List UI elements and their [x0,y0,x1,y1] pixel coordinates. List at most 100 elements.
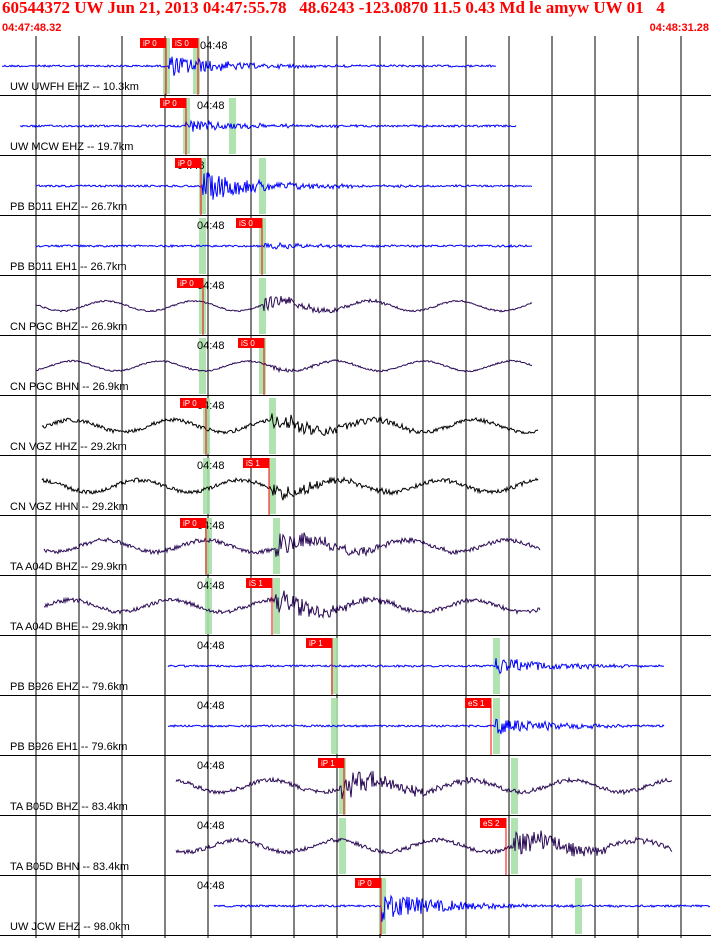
phase-pick-flag[interactable] [175,158,201,168]
trace-panel[interactable]: 04:48 iP 1 PB B926 EHZ -- 79.6km [0,638,711,696]
event-title: 60544372 UW Jun 21, 2013 04:47:55.78 48.… [2,0,665,17]
phase-pick-flag[interactable] [180,398,206,408]
waveform [35,295,533,314]
minute-marker-label: 04:48 [197,340,225,352]
trace-panel[interactable]: 04:48 iS 0 PB B011 EH1 -- 26.7km [0,218,711,276]
phase-pick-label: iP 0 [180,279,194,288]
trace-panel[interactable]: 04:48 iS 0 CN PGC BHN -- 26.9km [0,338,711,396]
waveform [43,532,541,558]
pick-window-highlight [259,278,266,334]
pick-window-highlight [273,518,280,574]
minute-marker-label: 04:48 [197,280,225,292]
phase-pick-label: iP 1 [309,639,323,648]
station-channel-label: PB B926 EH1 -- 79.6km [10,741,127,753]
phase-pick-flag[interactable] [318,758,344,768]
pick-window-highlight [339,818,346,874]
pick-window-highlight [229,98,236,154]
station-channel-label: CN VGZ HHN -- 29.2km [10,501,128,513]
pick-window-highlight [199,338,206,394]
window-end-time: 04:48:31.28 [649,22,709,34]
phase-pick-label: iP 0 [183,399,197,408]
phase-pick-flag[interactable] [177,278,203,288]
phase-pick-flag[interactable] [480,818,506,828]
phase-pick-label: eS 2 [483,819,500,828]
trace-panel[interactable]: 04:48 iS 1 TA A04D BHE -- 29.9km [0,578,711,636]
trace-panel[interactable]: 04:48 iP 0 iS 0 UW UWFH EHZ -- 10.3km [0,38,711,96]
waveform [175,830,673,857]
minute-marker-label: 04:48 [197,880,225,892]
waveform [35,359,533,374]
station-channel-label: CN VGZ HHZ -- 29.2km [10,441,127,453]
phase-pick-label: iP 1 [321,759,335,768]
minute-marker-label: 04:48 [197,640,225,652]
waveform [2,56,497,76]
minute-marker-label: 04:48 [197,760,225,772]
station-channel-label: UW UWFH EHZ -- 10.3km [10,81,139,93]
phase-pick-label: iS 0 [239,219,253,228]
pick-window-highlight [379,878,386,934]
station-channel-label: UW MCW EHZ -- 19.7km [10,141,133,153]
waveform [43,590,541,619]
minute-marker-label: 04:48 [197,220,225,232]
phase-pick-flag[interactable] [465,698,491,708]
waveform [175,770,673,800]
station-channel-label: CN PGC BHN -- 26.9km [10,381,129,393]
minute-marker-label: 04:48 [197,700,225,712]
waveform [213,894,711,922]
pick-window-highlight [203,458,210,514]
station-channel-label: TA A04D BHZ -- 29.9km [10,561,127,573]
phase-pick-label: iS 0 [175,39,189,48]
phase-pick-label: iS 0 [241,339,255,348]
phase-pick-flag[interactable] [160,98,186,108]
station-channel-label: PB B011 EHZ -- 26.7km [10,201,127,213]
pick-window-highlight [511,758,518,814]
pick-window-highlight [493,698,500,754]
pick-window-highlight [269,398,276,454]
station-channel-label: TA A04D BHE -- 29.9km [10,621,128,633]
pick-window-highlight [205,518,212,574]
trace-panel[interactable]: 04:48 eS 2 TA B05D BHN -- 83.4km [0,818,711,876]
trace-panel[interactable]: 04:48 iP 0 UW JCW EHZ -- 98.0km [0,878,711,936]
trace-panel[interactable]: 04:48 iS 1 CN VGZ HHN -- 29.2km [0,458,711,516]
pick-window-highlight [339,758,346,814]
trace-panel[interactable]: 04:48 iP 1 TA B05D BHZ -- 83.4km [0,758,711,816]
waveform [35,172,533,200]
phase-pick-flag[interactable] [236,218,262,228]
phase-pick-flag[interactable] [246,578,272,588]
phase-pick-label: eS 1 [468,699,485,708]
phase-pick-label: iS 1 [246,459,260,468]
phase-pick-flag[interactable] [140,38,166,48]
phase-pick-flag[interactable] [172,38,198,48]
waveform [41,413,539,436]
phase-pick-flag[interactable] [180,518,206,528]
pick-window-highlight [205,578,212,634]
station-channel-label: PB B011 EH1 -- 26.7km [10,261,127,273]
trace-panel[interactable]: 04:48 iP 0 UW MCW EHZ -- 19.7km [0,98,711,156]
window-start-time: 04:47:48.32 [2,22,62,34]
trace-panel[interactable]: 04:48 eS 1 PB B926 EH1 -- 79.6km [0,698,711,756]
station-channel-label: UW JCW EHZ -- 98.0km [10,921,130,933]
station-channel-label: TA B05D BHN -- 83.4km [10,861,129,873]
waveform [19,119,517,132]
seismogram-panel[interactable]: 04:48 iP 0 iS 0 UW UWFH EHZ -- 10.3km 04:48 i… [0,36,711,938]
phase-pick-label: iP 0 [163,99,177,108]
pick-window-highlight [193,38,200,94]
station-channel-label: CN PGC BHZ -- 26.9km [10,321,127,333]
phase-pick-flag[interactable] [243,458,269,468]
phase-pick-label: iP 0 [143,39,157,48]
minute-marker-label: 04:48 [197,100,225,112]
phase-pick-flag[interactable] [238,338,264,348]
phase-pick-label: iS 1 [249,579,263,588]
minute-marker-label: 04:48 [197,580,225,592]
waveform [167,718,665,735]
phase-pick-flag[interactable] [355,878,381,888]
phase-pick-flag[interactable] [306,638,332,648]
waveform [41,476,539,501]
minute-marker-label: 04:48 [197,820,225,832]
station-channel-label: TA B05D BHZ -- 83.4km [10,801,128,813]
